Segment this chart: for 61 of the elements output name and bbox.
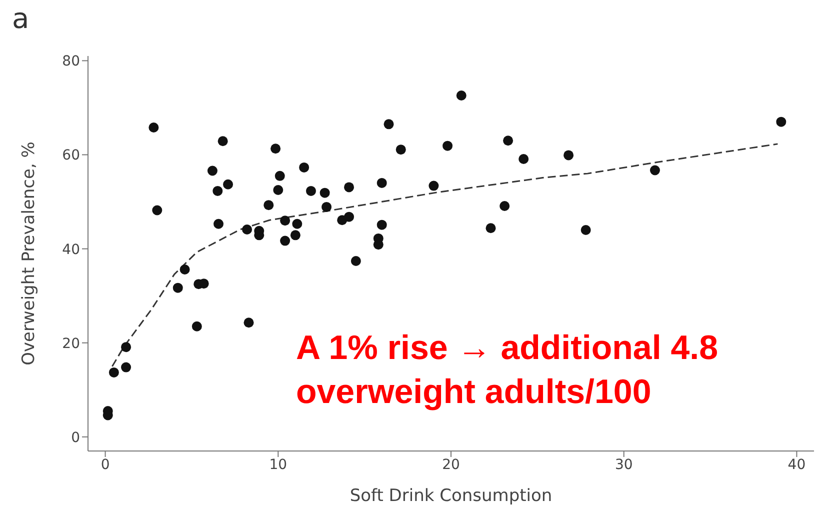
point: [270, 144, 281, 154]
point: [320, 188, 330, 198]
y-tick-label: 80: [62, 54, 80, 70]
point: [344, 182, 354, 192]
point: [180, 264, 190, 274]
x-tick-label: 10: [269, 456, 288, 473]
y-axis-title: Overweight Prevalence, %: [19, 142, 40, 366]
point: [121, 362, 132, 372]
point: [218, 136, 228, 146]
point: [376, 220, 387, 230]
point: [172, 282, 183, 293]
point: [273, 185, 284, 196]
point: [306, 186, 316, 196]
x-tick-label: 0: [100, 456, 110, 473]
point: [152, 205, 162, 216]
point: [376, 178, 387, 188]
point: [500, 201, 510, 212]
annotation: A 1% rise → additional 4.8 overweight adults/100: [296, 328, 718, 414]
point: [650, 165, 660, 176]
point: [290, 230, 300, 240]
point: [428, 180, 439, 191]
point: [214, 218, 224, 229]
point: [108, 367, 119, 378]
point: [456, 90, 466, 100]
point: [322, 202, 332, 212]
point: [486, 223, 496, 234]
y-tick-label: 0: [71, 430, 80, 446]
point: [776, 116, 786, 127]
point: [148, 122, 159, 132]
point: [223, 179, 234, 190]
point: [518, 154, 529, 164]
point: [373, 240, 384, 250]
point: [350, 256, 361, 266]
point: [396, 144, 406, 155]
x-tick-label: 20: [442, 456, 460, 473]
point: [503, 136, 514, 146]
point: [212, 186, 223, 196]
x-tick-label: 40: [788, 456, 806, 473]
point: [280, 236, 290, 246]
point: [121, 342, 132, 352]
y-tick-label: 60: [62, 148, 80, 164]
line-series: [111, 143, 778, 368]
point: [264, 200, 274, 210]
point: [242, 224, 252, 235]
point: [192, 321, 202, 332]
point: [292, 218, 302, 229]
point: [274, 170, 285, 181]
point: [564, 150, 574, 160]
point: [442, 140, 453, 151]
point: [207, 166, 218, 176]
x-axis-title: Soft Drink Consumption: [350, 486, 552, 506]
point: [280, 216, 290, 226]
chart-title: a: [12, 2, 30, 35]
point: [580, 224, 591, 235]
point: [344, 212, 354, 222]
x-tick-label: 30: [614, 456, 633, 473]
point: [384, 119, 394, 130]
y-tick-label: 40: [62, 242, 80, 258]
point: [299, 162, 310, 172]
point: [244, 318, 254, 328]
y-tick-label: 20: [62, 336, 80, 352]
